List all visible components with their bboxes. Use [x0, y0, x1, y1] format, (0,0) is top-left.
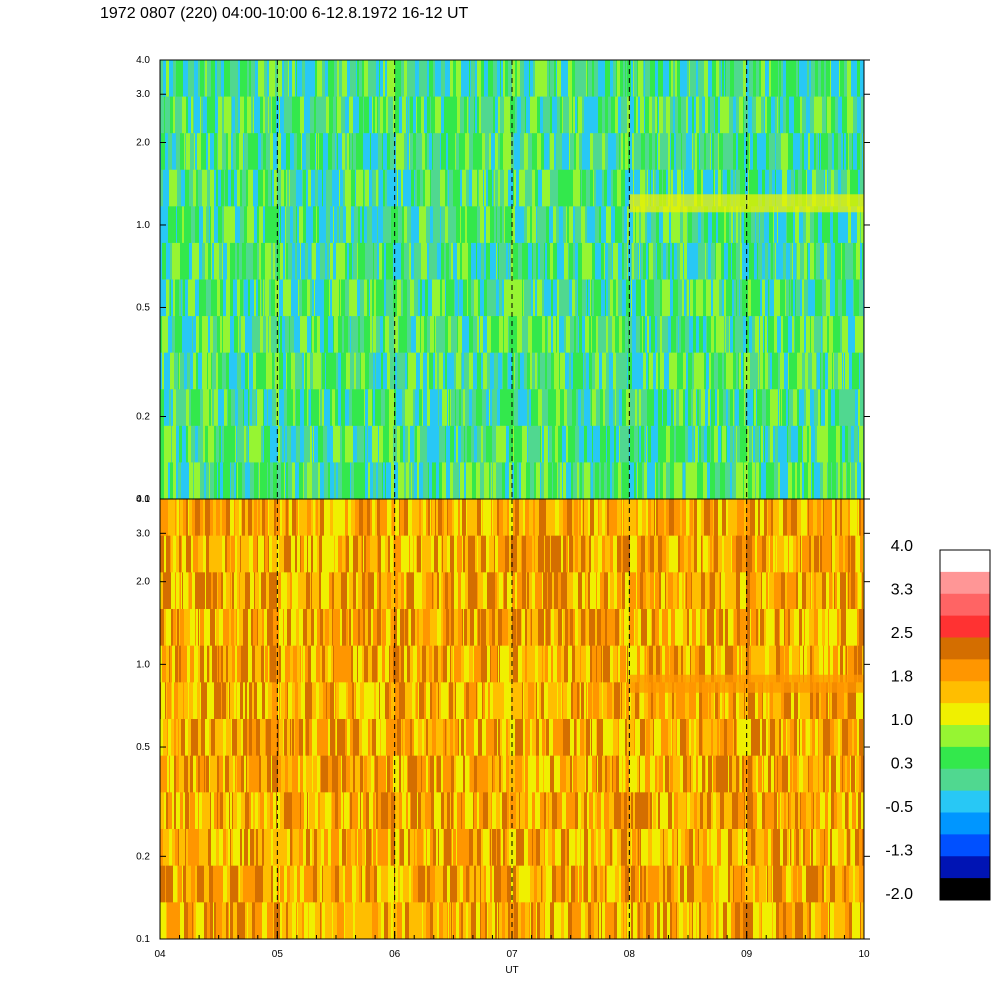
y-tick-label: 0.1 — [136, 934, 150, 945]
x-tick-label: 09 — [741, 949, 753, 960]
colorbar-swatch — [940, 834, 990, 857]
x-tick-label: 05 — [272, 949, 284, 960]
x-tick-label: 07 — [506, 949, 518, 960]
x-axis-label: UT — [505, 965, 518, 976]
colorbar-label: -2.0 — [885, 886, 913, 903]
colorbar-label: 4.0 — [891, 538, 913, 555]
colorbar-swatch — [940, 790, 990, 813]
y-tick-label: 2.0 — [136, 137, 150, 148]
y-tick-label: 0.2 — [136, 851, 150, 862]
colorbar-frame — [939, 549, 991, 901]
bottom-panel: 0.1 0.2 0.5 1.0 2.0 3.0 4.0 04 05 06 07 08 09 10 — [136, 494, 870, 960]
colorbar-label: -1.3 — [885, 843, 913, 860]
colorbar-swatch — [940, 571, 990, 595]
colorbar-swatch — [940, 593, 990, 617]
colorbar-label: 0.3 — [891, 756, 913, 773]
x-tick-label: 04 — [154, 949, 166, 960]
colorbar-swatch — [940, 659, 990, 682]
chart-title: 1972 0807 (220) 04:00-10:00 6-12.8.1972 … — [100, 5, 469, 22]
y-tick-label: 0.5 — [136, 302, 150, 313]
y-tick-label: 4.0 — [136, 494, 150, 505]
y-tick-label: 3.0 — [136, 89, 150, 100]
y-tick-label: 1.0 — [136, 659, 150, 670]
top-panel: 0.1 0.2 0.5 1.0 2.0 3.0 4.0 — [136, 55, 870, 505]
feature-band — [629, 194, 864, 213]
colorbar-swatch — [940, 637, 990, 660]
colorbar-swatch — [940, 746, 990, 770]
y-tick-label: 2.0 — [136, 577, 150, 588]
colorbar-swatch — [940, 703, 990, 726]
colorbar-label: 3.3 — [891, 582, 913, 599]
colorbar-swatch — [940, 550, 990, 573]
colorbar: 4.0 3.3 2.5 1.8 1.0 0.3 -0.5 -1.3 -2.0 — [885, 538, 991, 903]
colorbar-label: 1.8 — [891, 669, 913, 686]
y-tick-label: 1.0 — [136, 220, 150, 231]
y-tick-label: 3.0 — [136, 528, 150, 539]
x-tick-label: 06 — [389, 949, 401, 960]
colorbar-label: 2.5 — [891, 625, 913, 642]
colorbar-swatch — [940, 725, 990, 748]
colorbar-swatch — [940, 812, 990, 835]
colorbar-swatch — [940, 878, 990, 901]
y-tick-label: 0.5 — [136, 742, 150, 753]
x-tick-label: 08 — [624, 949, 636, 960]
colorbar-label: -0.5 — [885, 799, 913, 816]
colorbar-swatch — [940, 856, 990, 879]
colorbar-swatch — [940, 768, 990, 792]
colorbar-label: 1.0 — [891, 712, 913, 729]
y-tick-label: 0.1 — [136, 494, 150, 505]
colorbar-swatch — [940, 681, 990, 704]
y-tick-label: 0.2 — [136, 412, 150, 423]
x-tick-label: 10 — [858, 949, 870, 960]
colorbar-swatch — [940, 615, 990, 638]
y-tick-label: 4.0 — [136, 55, 150, 66]
